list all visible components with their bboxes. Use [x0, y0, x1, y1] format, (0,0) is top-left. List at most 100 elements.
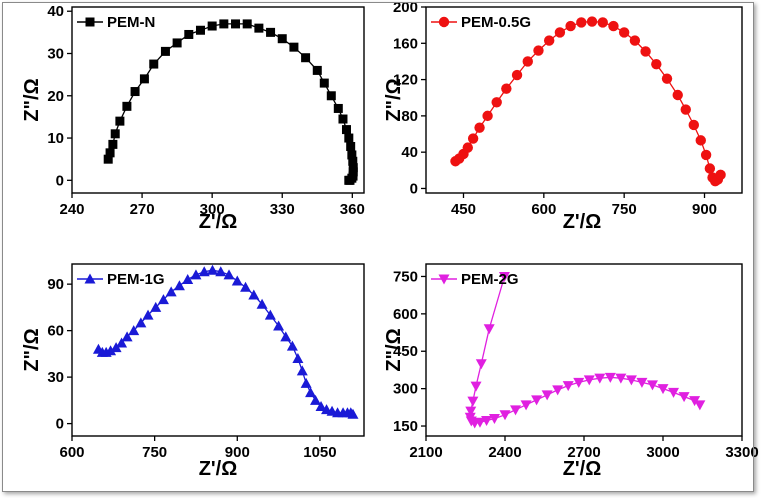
data-point — [110, 129, 120, 139]
data-point — [219, 19, 229, 29]
data-point — [475, 359, 487, 370]
data-point — [488, 414, 500, 425]
data-point — [552, 385, 564, 396]
data-point — [280, 331, 292, 342]
data-point — [689, 396, 701, 407]
data-point — [573, 377, 585, 388]
data-point — [347, 150, 357, 160]
plot-pem-05g: 450 600 750 900 0 40 80 120 160 200 Z'/Ω Z"/Ω PEM-0.… — [383, 0, 743, 233]
series-line — [97, 269, 354, 415]
data-point — [604, 372, 616, 383]
data-point — [103, 154, 113, 164]
data-point — [105, 345, 117, 356]
legend-label: PEM-2G — [461, 271, 519, 288]
data-point — [474, 122, 485, 133]
data-point — [184, 29, 194, 39]
data-point — [105, 148, 115, 158]
data-point — [541, 390, 553, 401]
data-point — [491, 97, 502, 108]
data-point — [231, 19, 241, 29]
legend: PEM-N — [77, 14, 155, 31]
plot-frame — [71, 263, 365, 437]
x-tick-label: 900 — [225, 444, 250, 461]
legend-marker — [438, 16, 450, 28]
data-point — [319, 78, 329, 88]
data-point — [121, 331, 133, 342]
x-axis-label: Z'/Ω — [563, 211, 602, 233]
data-point — [157, 294, 169, 305]
data-point — [562, 381, 574, 392]
series-pem-05g — [450, 16, 726, 187]
data-point — [482, 110, 493, 122]
data-point — [465, 406, 477, 417]
x-tick-label: 330 — [270, 201, 295, 218]
data-point — [467, 396, 479, 407]
data-point — [651, 58, 662, 70]
data-point — [292, 353, 304, 364]
data-point — [661, 73, 673, 84]
data-point — [629, 35, 641, 46]
x-tick-label: 750 — [612, 201, 637, 218]
data-point — [483, 324, 495, 335]
data-point — [680, 104, 691, 115]
data-point — [597, 17, 608, 28]
y-axis-label: Z"/Ω — [21, 328, 43, 371]
data-point — [501, 83, 512, 94]
data-point — [301, 53, 311, 63]
x-tick-label: 300 — [200, 201, 225, 218]
data-point — [462, 142, 473, 153]
data-point — [296, 365, 308, 376]
data-point — [240, 281, 252, 292]
data-point — [165, 286, 177, 297]
data-point — [338, 114, 348, 124]
data-point — [135, 317, 147, 328]
data-point — [608, 20, 619, 32]
data-point — [625, 375, 637, 386]
data-point — [704, 163, 716, 174]
y-tick-label: 0 — [410, 180, 418, 197]
legend-label: PEM-1G — [107, 271, 165, 288]
data-point — [672, 89, 683, 101]
data-point — [149, 59, 159, 69]
data-point — [333, 103, 343, 113]
y-axis-label: Z"/Ω — [21, 78, 43, 121]
data-point — [344, 175, 354, 185]
data-point — [130, 87, 140, 97]
x-axis-label: Z'/Ω — [563, 458, 602, 480]
y-tick-label: 600 — [393, 306, 418, 323]
x-tick-label: 2400 — [488, 444, 521, 461]
y-tick-label: 0 — [56, 416, 64, 433]
y-tick-label: 90 — [47, 276, 64, 293]
y-tick-label: 150 — [393, 418, 418, 435]
data-point — [668, 387, 680, 398]
legend-label: PEM-0.5G — [461, 14, 531, 31]
x-tick-label: 270 — [130, 201, 155, 218]
data-point — [206, 264, 218, 275]
data-point — [565, 20, 576, 32]
data-point — [586, 16, 598, 27]
data-point — [116, 337, 128, 348]
y-tick-label: 120 — [393, 72, 418, 89]
data-point — [615, 373, 627, 384]
data-point — [256, 298, 268, 309]
data-point — [640, 46, 651, 57]
x-axis-label: Z'/Ω — [199, 211, 238, 233]
data-point — [312, 65, 322, 75]
data-point — [543, 35, 555, 46]
data-point — [636, 377, 648, 388]
x-tick-label: 2700 — [567, 444, 600, 461]
data-point — [522, 56, 533, 67]
y-axis-label: Z"/Ω — [383, 328, 405, 371]
y-tick-label: 40 — [47, 3, 64, 20]
data-point — [286, 340, 298, 351]
y-axis-label: Z"/Ω — [383, 78, 405, 121]
data-point — [266, 27, 276, 37]
data-point — [481, 416, 493, 427]
series-line — [469, 276, 701, 424]
data-point — [554, 27, 566, 38]
x-tick-label: 2100 — [409, 444, 442, 461]
legend: PEM-2G — [431, 271, 519, 288]
data-point — [498, 271, 510, 282]
